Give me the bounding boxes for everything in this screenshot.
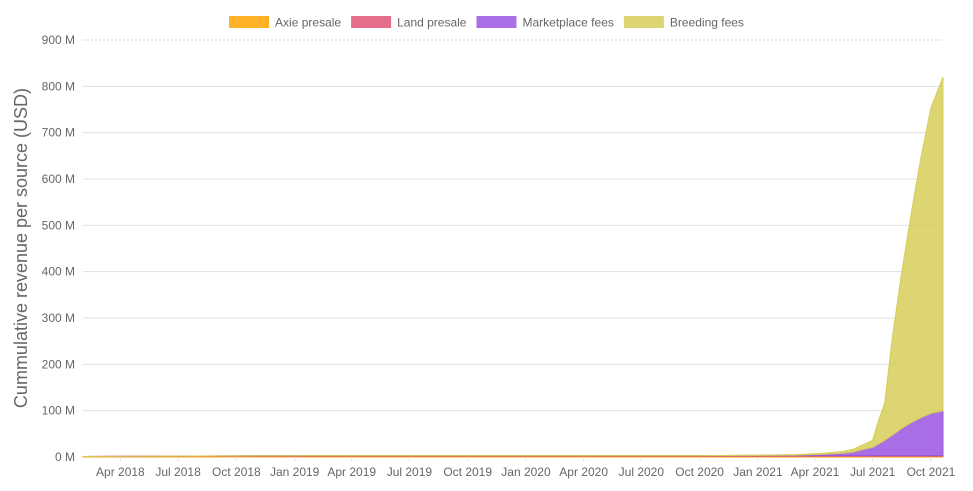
y-tick-label: 500 M [42, 218, 75, 232]
legend-label: Breeding fees [670, 16, 744, 30]
y-tick-label: 300 M [42, 311, 75, 325]
legend-label: Marketplace fees [522, 16, 613, 30]
y-gridlines [83, 39, 943, 458]
x-axis-ticks: Apr 2018 Jul 2018 Oct 2018 Jan 2019 Apr 2019… [96, 457, 956, 479]
y-tick-label: 900 M [42, 33, 75, 47]
y-tick-label: 200 M [42, 357, 75, 371]
y-tick-label: 100 M [42, 404, 75, 418]
x-tick-label: Jan 2021 [733, 465, 783, 479]
x-tick-label: Jul 2020 [619, 465, 665, 479]
x-tick-label: Oct 2021 [907, 465, 956, 479]
x-tick-label: Oct 2020 [675, 465, 724, 479]
legend-swatch-marketplace-fees [476, 16, 517, 28]
x-tick-label: Oct 2019 [443, 465, 492, 479]
y-tick-label: 400 M [42, 265, 75, 279]
y-axis-ticks: 0 M 100 M 200 M 300 M 400 M 500 M 600 M 700 M 80… [42, 33, 75, 464]
y-axis-title: Cummulative revenue per source (USD) [11, 88, 31, 408]
x-tick-label: Apr 2018 [96, 465, 145, 479]
x-tick-label: Apr 2020 [559, 465, 608, 479]
y-tick-label: 800 M [42, 79, 75, 93]
x-tick-label: Jan 2019 [270, 465, 320, 479]
x-tick-label: Jan 2020 [501, 465, 551, 479]
x-tick-label: Jul 2018 [155, 465, 201, 479]
y-tick-label: 600 M [42, 172, 75, 186]
legend-label: Axie presale [275, 16, 341, 30]
area-breeding-fees [82, 76, 944, 458]
x-tick-label: Apr 2019 [327, 465, 376, 479]
area-marketplace-fees [82, 410, 944, 458]
series-areas [82, 76, 944, 458]
legend-swatch-land-presale [351, 16, 392, 28]
x-tick-label: Jul 2019 [387, 465, 433, 479]
legend: Axie presale Land presale Marketplace fees… [229, 16, 744, 30]
y-tick-label: 700 M [42, 126, 75, 140]
legend-swatch-axie-presale [229, 16, 270, 28]
x-tick-label: Jul 2021 [850, 465, 896, 479]
legend-label: Land presale [397, 16, 467, 30]
y-tick-label: 0 M [55, 450, 75, 464]
legend-swatch-breeding-fees [623, 16, 664, 28]
x-tick-label: Oct 2018 [212, 465, 261, 479]
x-tick-label: Apr 2021 [791, 465, 840, 479]
